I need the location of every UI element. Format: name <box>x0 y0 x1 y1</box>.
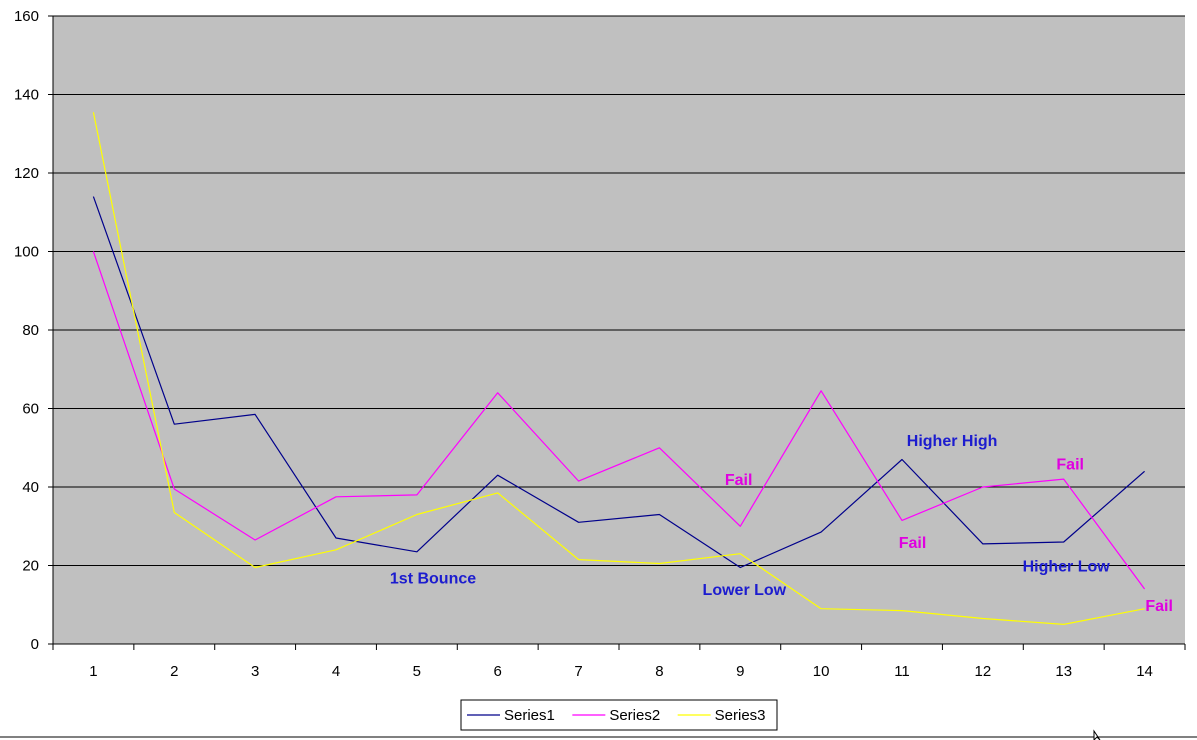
series-line-series2 <box>92 251 1146 590</box>
x-tick-label: 2 <box>170 663 178 680</box>
y-tick-label: 60 <box>22 401 39 418</box>
series-line-series3 <box>92 112 1145 626</box>
y-tick-label: 100 <box>14 244 39 261</box>
y-tick-label: 0 <box>31 636 39 653</box>
annotation-label: Higher Low <box>1023 559 1111 576</box>
annotation-label: Fail <box>1145 598 1173 615</box>
annotation-label: Fail <box>899 535 927 552</box>
x-tick-label: 7 <box>574 663 582 680</box>
y-tick-label: 140 <box>14 87 39 104</box>
x-tick-label: 10 <box>813 663 830 680</box>
annotation-label: Lower Low <box>703 582 787 599</box>
y-tick-label: 40 <box>22 479 39 496</box>
annotation-label: 1st Bounce <box>390 570 476 587</box>
x-tick-label: 5 <box>413 663 421 680</box>
x-tick-label: 14 <box>1136 663 1153 680</box>
legend-label: Series3 <box>715 707 766 724</box>
annotation-label: Higher High <box>907 433 998 450</box>
series-line-series1 <box>92 196 1145 569</box>
y-tick-label: 120 <box>14 165 39 182</box>
x-tick-label: 12 <box>975 663 992 680</box>
x-tick-label: 11 <box>894 663 910 680</box>
series-layer <box>92 112 1146 626</box>
annotation-label: Fail <box>725 472 753 489</box>
mouse-cursor-icon <box>1093 729 1101 740</box>
legend: Series1 Series2 Series3 <box>460 699 778 731</box>
annotations: 1st Bounce Fail Lower Low Higher High Fail Fa… <box>390 433 1173 615</box>
x-tick-label: 6 <box>494 663 502 680</box>
gridlines <box>53 15 1185 566</box>
x-tick-label: 3 <box>251 663 259 680</box>
legend-label: Series2 <box>609 707 660 724</box>
legend-label: Series1 <box>504 707 555 724</box>
annotation-label: Fail <box>1056 456 1084 473</box>
y-tick-label: 80 <box>22 322 39 339</box>
x-tick-label: 8 <box>655 663 663 680</box>
y-tick-label: 20 <box>22 558 39 575</box>
x-tick-label: 1 <box>89 663 97 680</box>
x-tick-label: 4 <box>332 663 340 680</box>
x-tick-label: 9 <box>736 663 744 680</box>
legend-box <box>460 699 778 731</box>
y-tick-label: 160 <box>14 8 39 25</box>
x-tick-label: 13 <box>1055 663 1072 680</box>
